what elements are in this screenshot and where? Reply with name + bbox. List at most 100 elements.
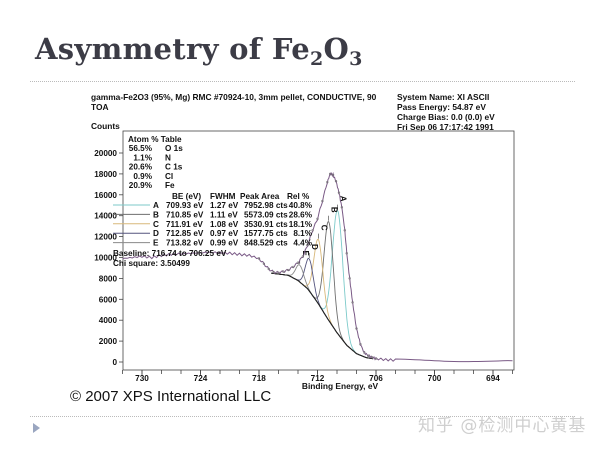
data-point bbox=[282, 270, 285, 273]
slide-title: Asymmetry of Fe2O3 bbox=[35, 32, 363, 70]
fit-row-area: 3530.91 cts bbox=[244, 220, 288, 229]
fit-row-be: 712.85 eV bbox=[166, 229, 204, 238]
atom-element: Fe bbox=[165, 181, 175, 190]
y-tick-label: 20000 bbox=[94, 149, 117, 158]
component-peak-e bbox=[271, 264, 374, 360]
peak-label-d: D bbox=[310, 244, 319, 250]
spectrum-line bbox=[122, 171, 513, 363]
data-point bbox=[326, 181, 329, 184]
fit-row-be: 713.82 eV bbox=[166, 239, 204, 248]
peak-label-e: E bbox=[301, 250, 310, 256]
shirley-baseline bbox=[271, 272, 373, 360]
title-subscript: 2 bbox=[310, 48, 324, 70]
bullet-triangle-icon bbox=[33, 423, 40, 433]
data-point bbox=[374, 357, 378, 360]
data-point bbox=[355, 327, 358, 330]
atom-percent: 20.6% bbox=[129, 163, 153, 172]
data-point bbox=[316, 217, 319, 221]
atom-percent: 56.5% bbox=[129, 144, 153, 153]
y-tick-label: 10000 bbox=[94, 254, 117, 263]
data-point bbox=[331, 173, 335, 177]
fit-table-header: BE (eV) bbox=[172, 192, 201, 201]
fit-table-header: FWHM bbox=[210, 192, 236, 201]
atom-element: C 1s bbox=[165, 163, 183, 172]
data-point bbox=[345, 252, 348, 255]
fit-row-rel: 40.8% bbox=[289, 201, 313, 210]
data-point bbox=[348, 277, 351, 280]
fit-row-rel: 28.6% bbox=[289, 210, 313, 219]
charge-bias: Charge Bias: 0.0 (0.0) eV bbox=[397, 112, 495, 122]
data-point bbox=[340, 206, 344, 209]
atom-element: Cl bbox=[165, 172, 173, 181]
data-point bbox=[370, 356, 374, 359]
data-point bbox=[296, 261, 300, 264]
x-axis-label: Binding Energy, eV bbox=[302, 381, 379, 391]
fit-row-area: 5573.09 cts bbox=[244, 210, 288, 219]
title-text: Asymmetry of Fe bbox=[35, 32, 310, 66]
title-divider bbox=[30, 81, 575, 82]
footer-divider bbox=[30, 416, 575, 417]
data-point bbox=[334, 180, 338, 183]
plot-frame bbox=[122, 130, 515, 371]
fit-row-be: 709.93 eV bbox=[166, 201, 204, 210]
data-point bbox=[267, 267, 270, 271]
fit-row-area: 1577.75 cts bbox=[244, 229, 288, 238]
data-point bbox=[287, 268, 290, 272]
x-tick-label: 706 bbox=[369, 374, 383, 383]
y-tick-label: 8000 bbox=[99, 274, 118, 283]
title-subscript: 3 bbox=[349, 48, 363, 70]
fit-row-rel: 18.1% bbox=[289, 220, 313, 229]
peak-label-a: A bbox=[339, 196, 348, 202]
pass-energy: Pass Energy: 54.87 eV bbox=[397, 102, 486, 112]
fit-row-fwhm: 1.08 eV bbox=[210, 220, 239, 229]
data-point bbox=[343, 229, 346, 232]
atom-element: N bbox=[165, 153, 171, 162]
y-tick-label: 14000 bbox=[94, 212, 117, 221]
title-text-o: O bbox=[323, 32, 350, 66]
data-point bbox=[277, 271, 280, 274]
fit-row-fwhm: 0.97 eV bbox=[210, 229, 239, 238]
data-point bbox=[337, 191, 341, 194]
x-tick-label: 730 bbox=[135, 374, 149, 383]
fit-table-header: Peak Area bbox=[240, 192, 280, 201]
data-point bbox=[351, 301, 354, 304]
x-tick-label: 712 bbox=[311, 374, 325, 383]
y-tick-label: 12000 bbox=[94, 233, 117, 242]
fit-table-header: Rel % bbox=[287, 192, 310, 201]
fit-row-name: A bbox=[153, 201, 159, 210]
fit-row-name: B bbox=[153, 210, 159, 219]
fit-row-area: 7952.98 cts bbox=[244, 201, 288, 210]
fit-row-rel: 8.1% bbox=[293, 229, 312, 238]
fit-row-name: D bbox=[153, 229, 159, 238]
data-point bbox=[367, 354, 370, 357]
baseline-range: Baseline: 716.74 to 706.25 eV bbox=[113, 249, 227, 258]
watermark: 知乎 @检测中心黄基 bbox=[418, 416, 587, 436]
fit-row-be: 711.91 eV bbox=[166, 220, 203, 229]
copyright-text: © 2007 XPS International LLC bbox=[70, 388, 272, 405]
system-name: System Name: XI ASCII bbox=[397, 92, 489, 102]
data-point bbox=[359, 343, 362, 346]
fit-row-name: E bbox=[153, 239, 159, 248]
fit-row-fwhm: 1.11 eV bbox=[210, 210, 238, 219]
y-tick-label: 4000 bbox=[99, 316, 118, 325]
y-tick-label: 18000 bbox=[94, 170, 117, 179]
x-tick-label: 700 bbox=[428, 374, 442, 383]
fit-row-name: C bbox=[153, 220, 159, 229]
data-point bbox=[262, 262, 266, 265]
data-point bbox=[363, 351, 366, 354]
peak-label-c: C bbox=[319, 225, 328, 231]
data-point bbox=[301, 255, 305, 258]
peak-label-b: B bbox=[330, 207, 339, 213]
data-point bbox=[328, 172, 332, 176]
component-peak-c bbox=[271, 238, 374, 360]
acquisition-date: Fri Sep 06 17:17:42 1991 bbox=[397, 122, 494, 132]
sample-description: gamma-Fe2O3 (95%, Mg) RMC #70924-10, 3mm… bbox=[91, 92, 377, 102]
sample-description-2: TOA bbox=[91, 102, 109, 112]
x-tick-label: 724 bbox=[194, 374, 208, 383]
y-axis-label: Counts bbox=[91, 121, 120, 131]
fit-row-area: 848.529 cts bbox=[244, 239, 288, 248]
chi-square: Chi square: 3.50499 bbox=[113, 259, 190, 268]
atom-percent: 20.9% bbox=[129, 181, 153, 190]
x-tick-label: 694 bbox=[486, 374, 500, 383]
